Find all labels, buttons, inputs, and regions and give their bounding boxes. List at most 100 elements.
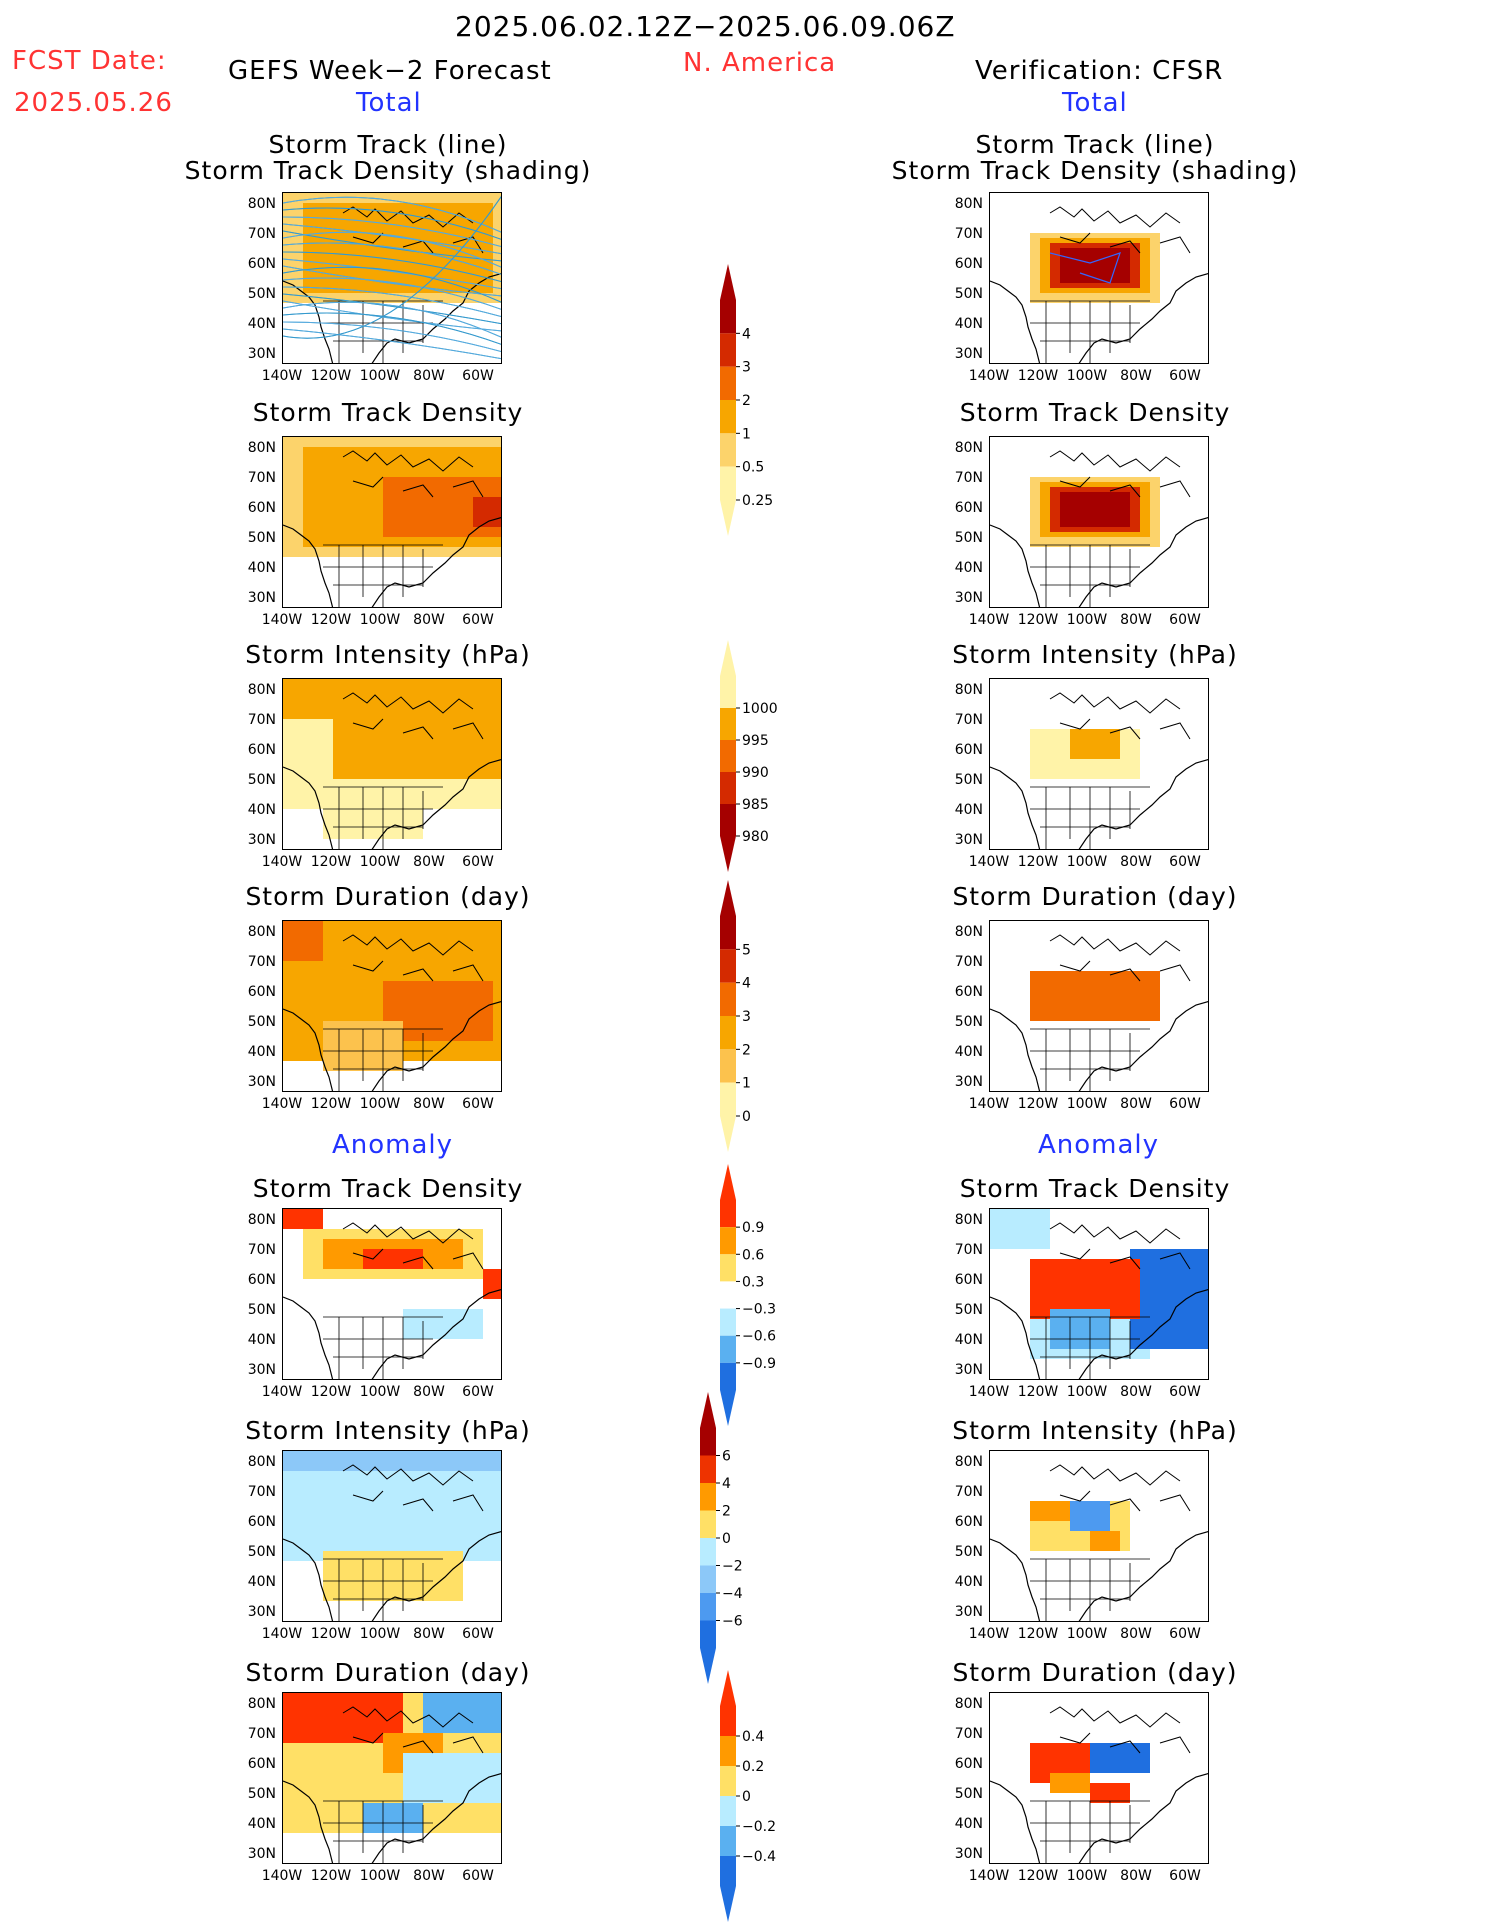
lat-label: 50N	[247, 1786, 276, 1802]
colorbar-label: 995	[742, 733, 769, 749]
lat-label: 80N	[954, 440, 983, 456]
lon-label: 140W	[261, 1096, 303, 1112]
lon-label: 100W	[359, 854, 401, 870]
colorbar-segment	[720, 1016, 736, 1050]
lat-label: 80N	[954, 196, 983, 212]
lon-label: 60W	[1169, 1868, 1201, 1884]
lat-label: 70N	[247, 1726, 276, 1742]
map-frame	[282, 678, 502, 850]
lat-label: 80N	[247, 1696, 276, 1712]
map-frame	[989, 1692, 1209, 1864]
storm-track-line	[283, 328, 501, 360]
lat-label: 60N	[954, 1756, 983, 1772]
lon-label: 140W	[261, 612, 303, 628]
lat-label: 70N	[247, 1484, 276, 1500]
lat-label: 30N	[247, 1362, 276, 1378]
colorbar-label: 3	[742, 1009, 751, 1025]
colorbar-label: 0.6	[742, 1247, 764, 1263]
fcst-date-label: FCST Date:	[12, 46, 167, 76]
lat-label: 60N	[954, 500, 983, 516]
colorbar-segment	[720, 1335, 736, 1363]
lat-label: 70N	[247, 954, 276, 970]
lon-label: 100W	[1066, 612, 1108, 628]
lon-label: 120W	[310, 854, 352, 870]
map-frame	[989, 920, 1209, 1092]
lon-label: 100W	[359, 612, 401, 628]
lat-label: 70N	[247, 470, 276, 486]
colorbar-arrow-bottom	[720, 1116, 736, 1152]
colorbar-segment	[700, 1455, 716, 1483]
colorbar-label: 1000	[742, 701, 778, 717]
lon-label: 140W	[968, 1384, 1010, 1400]
verification-title: Verification: CFSR	[975, 56, 1224, 86]
colorbar-label: 5	[742, 942, 751, 958]
lon-label: 100W	[359, 1868, 401, 1884]
lat-label: 70N	[954, 1726, 983, 1742]
lon-label: 80W	[413, 1384, 445, 1400]
colorbar-label: 1	[742, 426, 751, 442]
colorbar-label: 2	[722, 1504, 731, 1520]
lon-label: 120W	[1017, 1096, 1059, 1112]
storm-track-line	[283, 242, 501, 275]
colorbar-segment	[720, 1227, 736, 1255]
lon-label: 80W	[1120, 1384, 1152, 1400]
colorbar-label: 6	[722, 1449, 731, 1465]
lat-label: 40N	[954, 802, 983, 818]
lat-label: 50N	[247, 1014, 276, 1030]
lat-label: 50N	[247, 530, 276, 546]
lat-label: 60N	[247, 984, 276, 1000]
lon-label: 100W	[1066, 1868, 1108, 1884]
left-p2-title: Storm Track Density	[252, 398, 524, 427]
lon-label: 80W	[413, 1868, 445, 1884]
lat-label: 50N	[954, 286, 983, 302]
colorbar-segment	[720, 772, 736, 804]
colorbar-segment	[720, 1049, 736, 1083]
colorbar-label: 0.5	[742, 460, 764, 476]
lon-label: 100W	[359, 1096, 401, 1112]
map-frame	[282, 1692, 502, 1864]
map-frame	[989, 1208, 1209, 1380]
colorbar-segment	[720, 1362, 736, 1390]
colorbar-arrow-bottom	[720, 836, 736, 872]
lat-label: 80N	[954, 682, 983, 698]
lon-label: 60W	[1169, 612, 1201, 628]
storm-track-line	[283, 321, 501, 352]
colorbar-label: 4	[722, 1476, 731, 1492]
colorbar-density-anomaly: 0.9 0.6 0.3 −0.3 −0.6 −0.9	[700, 1160, 820, 1434]
colorbar-label: −2	[722, 1559, 743, 1575]
map-frame	[282, 1208, 502, 1380]
lat-label: 30N	[247, 590, 276, 606]
lat-label: 30N	[954, 1074, 983, 1090]
colorbar-segment	[720, 400, 736, 434]
lon-label: 60W	[1169, 1096, 1201, 1112]
storm-track-line	[283, 196, 501, 233]
storm-track-line	[283, 230, 501, 262]
lat-label: 40N	[247, 1816, 276, 1832]
lat-label: 70N	[247, 1242, 276, 1258]
colorbar-arrow-top	[720, 264, 736, 300]
lat-label: 60N	[247, 500, 276, 516]
lon-label: 140W	[968, 1096, 1010, 1112]
lat-label: 30N	[247, 1074, 276, 1090]
colorbar-segment	[720, 366, 736, 400]
colorbar-label: 4	[742, 326, 751, 342]
storm-track-line	[283, 251, 501, 282]
lon-label: 60W	[1169, 1626, 1201, 1642]
colorbar-arrow-bottom	[700, 1648, 716, 1684]
lon-label: 140W	[261, 1384, 303, 1400]
lat-label: 60N	[954, 1272, 983, 1288]
lat-label: 60N	[247, 742, 276, 758]
lon-label: 60W	[462, 368, 494, 384]
lat-label: 60N	[954, 742, 983, 758]
colorbar-label: 980	[742, 829, 769, 845]
lon-label: 100W	[1066, 854, 1108, 870]
colorbar-segment	[720, 1082, 736, 1116]
left-p6-title: Storm Intensity (hPa)	[245, 1416, 531, 1445]
colorbar-label: 2	[742, 1042, 751, 1058]
colorbar-intensity: 1000 995 990 985 980	[700, 636, 820, 880]
colorbar-segment	[720, 1200, 736, 1228]
lat-label: 30N	[954, 346, 983, 362]
colorbar-segment	[700, 1620, 716, 1648]
lon-label: 120W	[310, 612, 352, 628]
lon-label: 120W	[1017, 1626, 1059, 1642]
